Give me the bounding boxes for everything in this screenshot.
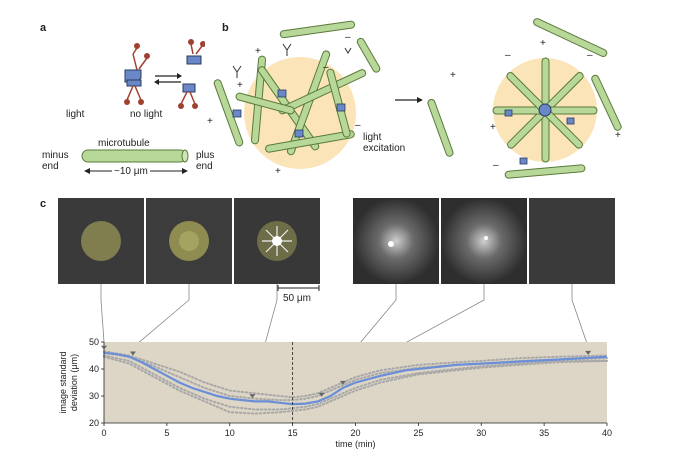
snapshot-marker: [339, 380, 346, 385]
plus-end-label-line1: plus: [196, 150, 215, 161]
no-light-label: no light: [130, 109, 163, 120]
y-axis-label: image standard: [58, 351, 68, 413]
y-tick-label: 20: [89, 418, 99, 428]
microscopy-image-tile-3: [234, 198, 320, 284]
x-tick-label: 35: [539, 428, 549, 438]
panel-label-b: b: [222, 22, 229, 34]
transition-arrow: [395, 97, 423, 103]
panel-label-a: a: [40, 22, 47, 34]
light-excitation-label: light excitation: [363, 132, 405, 154]
disordered-network: + + – + – + –: [207, 20, 381, 177]
plus-sign: +: [540, 38, 546, 49]
plus-sign: +: [615, 130, 621, 141]
motor-dimer-light-diagram: [124, 39, 205, 109]
aster-formation-diagram: + + – + – + –: [207, 18, 622, 179]
minus-end-label: minus end: [42, 150, 69, 172]
plus-sign: +: [255, 46, 261, 57]
polarity-signs-left: + + – + – + –: [207, 32, 361, 177]
plus-end-label-line2: end: [196, 161, 213, 172]
microscopy-image-tile-5: [441, 198, 527, 284]
minus-sign: –: [587, 50, 593, 61]
standard-deviation-chart: 0 5 10 15 20 25 30 35 40 20 30 40 50 time (min) image …: [58, 337, 612, 449]
snapshot-connector: [100, 284, 105, 350]
replicate-series-line: [103, 354, 608, 411]
snapshot-marker: [129, 351, 136, 356]
panel-label-c: c: [40, 198, 47, 210]
snapshot-marker: [101, 345, 107, 350]
x-tick-label: 30: [476, 428, 486, 438]
minus-sign: –: [323, 62, 329, 73]
aster-structure: + – + + – + –: [427, 18, 622, 179]
snapshot-marker: [249, 394, 256, 399]
minus-sign: –: [493, 160, 499, 171]
light-excitation-line2: excitation: [363, 143, 406, 154]
replicate-series-line: [103, 350, 608, 399]
replicate-series-line: [103, 355, 608, 415]
microscopy-image-tile-4: [353, 198, 439, 284]
plus-sign: +: [237, 80, 243, 91]
plus-sign: +: [207, 116, 213, 127]
plus-end-label: plus end: [196, 150, 214, 172]
x-tick-label: 20: [350, 428, 360, 438]
light-excitation-line1: light: [363, 132, 382, 143]
x-axis-label: time (min): [336, 439, 376, 449]
microtubule-schematic: [81, 149, 189, 163]
x-tick-label: 10: [225, 428, 235, 438]
minus-sign: –: [505, 50, 511, 61]
motor-monomers-separated-icon: [178, 39, 205, 109]
polarity-signs-right: + – + + – + –: [450, 38, 621, 171]
x-tick-label: 15: [288, 428, 298, 438]
microtubule-label: microtubule: [98, 138, 150, 149]
minus-sign: –: [345, 32, 351, 43]
microscopy-image-tile-6: [529, 198, 615, 284]
plus-sign: +: [450, 70, 456, 81]
microscopy-image-tile-2: [146, 198, 232, 284]
snapshot-marker: [585, 350, 592, 355]
x-tick-label: 0: [101, 428, 106, 438]
length-label: ~10 μm: [112, 166, 150, 177]
y-axis-label: deviation (μm): [69, 354, 79, 411]
x-tick-label: 40: [602, 428, 612, 438]
light-label: light: [66, 109, 85, 120]
minus-end-label-line2: end: [42, 161, 59, 172]
y-tick-label: 30: [89, 391, 99, 401]
x-tick-label: 5: [164, 428, 169, 438]
microscopy-image-tile-1: [58, 198, 144, 284]
plus-sign: +: [275, 166, 281, 177]
scale-bar-label: 50 μm: [283, 293, 311, 304]
y-tick-label: 50: [89, 337, 99, 347]
snapshot-marker: [318, 392, 325, 397]
scale-bar: [277, 285, 320, 291]
minus-sign: –: [355, 120, 361, 131]
equilibrium-arrows: [154, 73, 182, 85]
y-tick-label: 40: [89, 364, 99, 374]
minus-end-label-line1: minus: [42, 150, 69, 161]
plus-sign: +: [490, 122, 496, 133]
motor-dimer-linked-icon: [124, 43, 150, 105]
x-tick-label: 25: [413, 428, 423, 438]
microscopy-and-chart: 50 μm 0 5 10 15 20 25 30 35 40 20 30 40 50 time (min)…: [58, 198, 615, 449]
